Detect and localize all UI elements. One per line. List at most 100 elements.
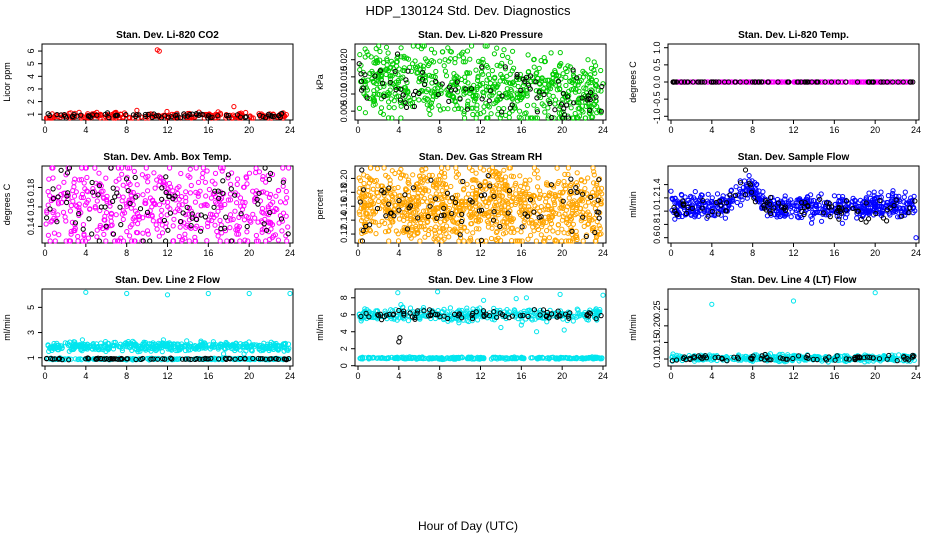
data-point bbox=[89, 231, 95, 237]
data-point bbox=[76, 211, 82, 217]
data-point bbox=[228, 115, 235, 121]
data-point bbox=[525, 69, 531, 75]
data-point bbox=[246, 290, 252, 297]
x-tick-label: 24 bbox=[911, 248, 921, 258]
data-point bbox=[119, 165, 125, 171]
data-point bbox=[285, 224, 291, 230]
data-point bbox=[374, 86, 380, 92]
x-tick-label: 24 bbox=[285, 125, 295, 135]
data-point bbox=[180, 210, 186, 216]
data-point bbox=[218, 202, 224, 208]
data-point bbox=[551, 199, 557, 205]
data-point bbox=[157, 174, 163, 180]
data-point bbox=[580, 109, 586, 115]
data-point bbox=[248, 219, 254, 225]
data-point bbox=[114, 186, 120, 192]
data-point bbox=[94, 198, 100, 204]
y-tick-label: 8 bbox=[339, 295, 349, 300]
data-point bbox=[854, 215, 860, 221]
data-point bbox=[551, 115, 557, 121]
data-point bbox=[422, 95, 428, 101]
data-point bbox=[562, 171, 568, 177]
data-point bbox=[570, 86, 577, 92]
data-point bbox=[562, 95, 569, 101]
data-point bbox=[410, 43, 416, 49]
data-point bbox=[825, 79, 832, 85]
data-points bbox=[43, 47, 289, 121]
data-point bbox=[831, 193, 838, 199]
data-point bbox=[437, 107, 443, 113]
data-point bbox=[536, 65, 542, 72]
data-point bbox=[538, 232, 544, 238]
data-point bbox=[143, 113, 149, 120]
data-point bbox=[128, 205, 134, 211]
x-tick-label: 0 bbox=[355, 248, 360, 258]
data-point bbox=[411, 103, 417, 110]
data-point bbox=[843, 79, 849, 85]
data-point bbox=[277, 114, 283, 121]
data-point bbox=[502, 64, 508, 70]
data-point bbox=[490, 83, 496, 89]
data-point bbox=[81, 180, 87, 186]
data-point bbox=[569, 77, 575, 83]
data-point bbox=[435, 92, 441, 98]
data-point bbox=[487, 93, 493, 99]
data-point bbox=[273, 193, 279, 199]
data-point bbox=[176, 184, 182, 190]
data-point bbox=[177, 224, 183, 230]
data-point bbox=[525, 185, 531, 191]
data-point bbox=[566, 195, 572, 201]
data-point bbox=[186, 238, 192, 244]
data-point bbox=[199, 175, 205, 181]
data-point bbox=[267, 236, 273, 242]
y-tick-label: 0.16 bbox=[339, 197, 349, 215]
data-point bbox=[377, 48, 383, 55]
data-point bbox=[734, 199, 740, 206]
data-points bbox=[356, 165, 605, 244]
data-point bbox=[582, 115, 588, 121]
data-point bbox=[215, 233, 221, 239]
data-point bbox=[429, 172, 435, 178]
y-axis-label: ml/min bbox=[2, 314, 12, 341]
data-point bbox=[187, 166, 193, 172]
data-point bbox=[531, 64, 537, 70]
data-point bbox=[96, 183, 103, 189]
data-point bbox=[524, 102, 531, 109]
data-point bbox=[588, 89, 594, 96]
data-point bbox=[234, 200, 240, 206]
data-point bbox=[583, 211, 589, 217]
data-point bbox=[567, 99, 573, 105]
data-point bbox=[598, 108, 604, 114]
data-point bbox=[90, 186, 96, 192]
y-tick-label: 5 bbox=[26, 305, 36, 310]
data-point bbox=[151, 200, 157, 206]
data-point bbox=[147, 238, 153, 244]
data-point bbox=[835, 79, 841, 85]
data-point bbox=[752, 79, 758, 85]
y-tick-label: 0.20 bbox=[339, 170, 349, 188]
data-point bbox=[438, 88, 444, 94]
data-point bbox=[96, 170, 102, 176]
data-point bbox=[559, 226, 565, 232]
data-point bbox=[425, 86, 431, 93]
data-point bbox=[236, 231, 242, 237]
data-point bbox=[501, 47, 507, 53]
data-point bbox=[424, 102, 430, 108]
data-point bbox=[446, 84, 452, 90]
data-point bbox=[280, 179, 286, 185]
data-point bbox=[283, 213, 289, 219]
data-point bbox=[564, 68, 570, 75]
data-point bbox=[103, 175, 109, 181]
y-tick-label: 0 bbox=[339, 363, 349, 368]
data-point bbox=[133, 194, 139, 200]
data-point bbox=[436, 103, 442, 109]
data-point bbox=[908, 79, 914, 85]
data-point bbox=[814, 79, 820, 85]
data-point bbox=[235, 176, 241, 182]
x-tick-label: 12 bbox=[788, 248, 798, 258]
data-point bbox=[94, 234, 100, 240]
data-point bbox=[48, 219, 54, 225]
data-point bbox=[177, 115, 183, 121]
y-tick-label: 2 bbox=[26, 99, 36, 104]
data-points bbox=[43, 165, 292, 244]
